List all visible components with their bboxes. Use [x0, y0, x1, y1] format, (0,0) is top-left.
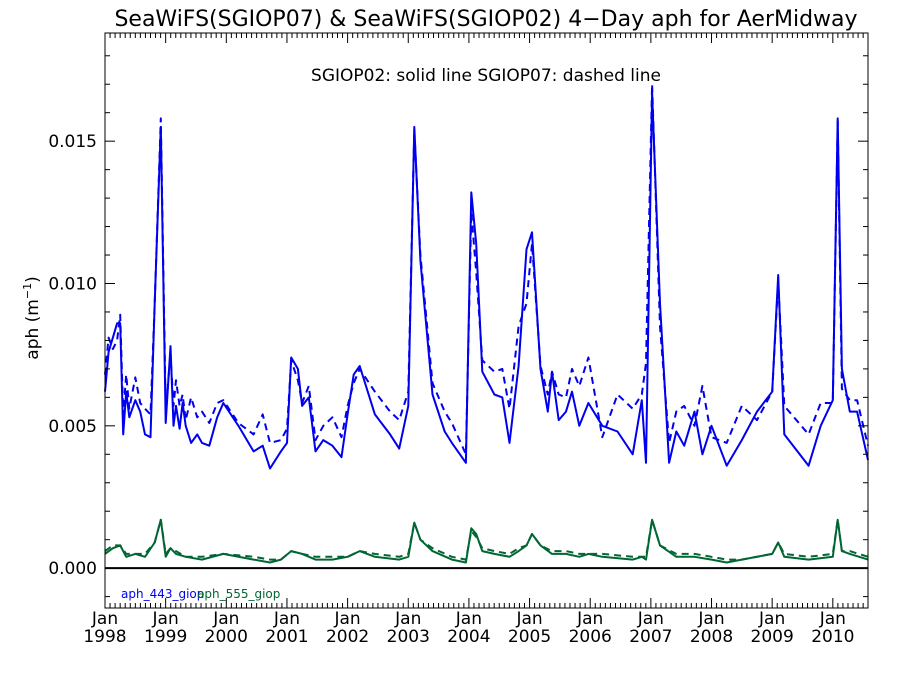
x-tick-label-month: Jan: [91, 609, 118, 629]
y-axis-label-close: ): [23, 276, 43, 283]
x-tick-label-month: Jan: [515, 609, 542, 629]
x-tick-label-year: 2000: [205, 627, 248, 647]
y-axis-label: aph (m−1): [21, 276, 43, 359]
x-tick-label-month: Jan: [152, 609, 179, 629]
x-tick-label-month: Jan: [697, 609, 724, 629]
x-tick-label-month: Jan: [576, 609, 603, 629]
x-tick-label-year: 2008: [690, 627, 733, 647]
x-tick-label-month: Jan: [637, 609, 664, 629]
series-line-3: [104, 518, 869, 561]
x-tick-label-year: 2001: [265, 627, 308, 647]
x-tick-label-year: 2005: [508, 627, 551, 647]
x-tick-label-year: 2006: [569, 627, 612, 647]
y-axis-label-main: aph (m: [23, 299, 43, 360]
chart-title: SeaWiFS(SGIOP07) & SeaWiFS(SGIOP02) 4−Da…: [114, 7, 857, 32]
x-tick-label-year: 2004: [447, 627, 490, 647]
x-tick-label-year: 2007: [629, 627, 672, 647]
x-tick-label-month: Jan: [394, 609, 421, 629]
x-tick-label-month: Jan: [273, 609, 300, 629]
x-tick-label-year: 2009: [751, 627, 794, 647]
x-tick-label-year: 2010: [811, 627, 854, 647]
series-line-2: [104, 518, 869, 564]
x-tick-label-year: 1998: [83, 627, 126, 647]
series-layer: [104, 83, 869, 564]
series-line-0: [104, 91, 869, 470]
x-tick-label-year: 2002: [326, 627, 369, 647]
x-tick-label-month: Jan: [212, 609, 239, 629]
x-tick-label-month: Jan: [819, 609, 846, 629]
y-tick-label: 0.000: [48, 559, 97, 579]
series-line-1: [104, 83, 869, 456]
x-tick-label-year: 1999: [144, 627, 187, 647]
y-tick-label: 0.010: [48, 274, 97, 294]
line-style-annotation: SGIOP02: solid line SGIOP07: dashed line: [311, 66, 661, 86]
y-tick-label: 0.005: [48, 417, 97, 437]
plot-frame: [104, 32, 869, 609]
axis-layer: Jan1998Jan1999Jan2000Jan2001Jan2002Jan20…: [48, 33, 868, 647]
x-tick-label-month: Jan: [333, 609, 360, 629]
x-tick-label-year: 2003: [387, 627, 430, 647]
legend-item-label: aph_555_giop: [197, 587, 280, 601]
y-axis-label-exponent: −1: [21, 283, 34, 299]
x-tick-label-month: Jan: [758, 609, 785, 629]
y-tick-label: 0.015: [48, 132, 97, 152]
legend-item-label: aph_443_giop: [121, 587, 204, 601]
x-tick-label-month: Jan: [455, 609, 482, 629]
